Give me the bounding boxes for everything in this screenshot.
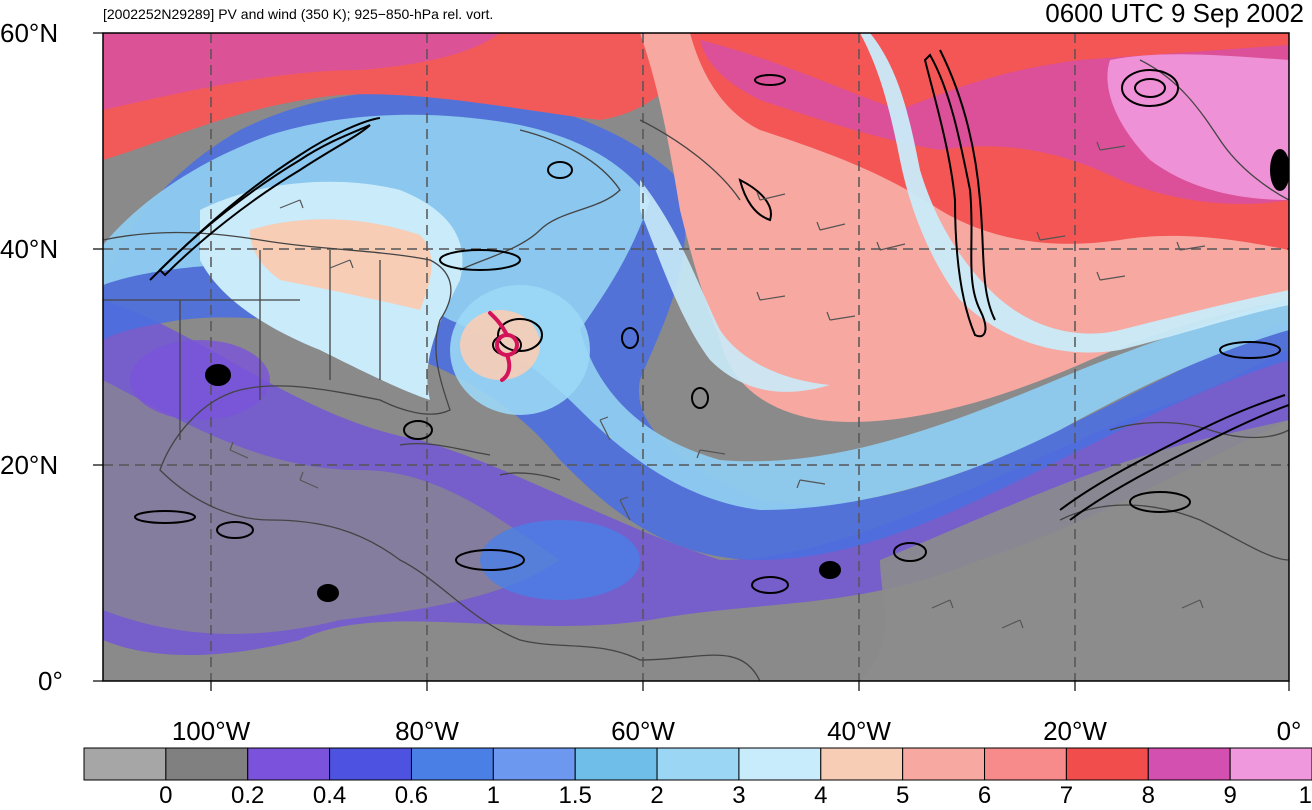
lat-label-60n: 60°N [0,18,59,48]
colorbar-label: 5 [895,782,910,809]
colorbar-label: 0 [159,782,173,809]
colorbar-swatch [656,747,740,781]
map-frame [102,32,1290,682]
colorbar-swatch [984,747,1067,781]
colorbar-label: 0.4 [312,782,347,809]
colorbar-swatch [820,747,904,781]
colorbar-label: 3 [732,782,746,809]
lon-label-60w: 60°W [611,716,675,746]
colorbar-label: 8 [1141,782,1155,809]
colorbar-swatch [247,747,331,781]
colorbar-label: 9 [1223,782,1237,809]
colorbar-swatch [492,747,576,781]
colorbar-label: 10 [1298,782,1312,809]
map-subtitle: [2002252N29289] PV and wind (350 K); 925… [103,6,494,22]
colorbar-swatch [574,747,658,781]
graticule [103,33,1289,681]
colorbar-swatch [1065,747,1149,781]
pv-field [103,33,1289,681]
colorbar-swatch [83,747,167,781]
coastlines [103,59,1289,681]
colorbar-label: 1 [486,782,501,809]
vorticity-contours [134,49,1289,602]
colorbar-swatch [165,747,249,781]
colorbar-label: 7 [1059,782,1074,809]
colorbar-label: 0.6 [394,782,429,809]
colorbar-label: 4 [814,782,828,809]
axis-ticks [93,32,1290,691]
hurricane-icon [488,311,519,382]
lon-label-100w: 100°W [171,716,251,746]
colorbar-swatch [329,747,412,781]
colorbar-swatch [1147,747,1231,781]
lon-label-0: 0° [1276,716,1302,746]
lon-label-20w: 20°W [1043,716,1107,746]
colorbar-swatch [1229,747,1312,781]
lon-label-40w: 40°W [827,716,891,746]
colorbar-swatch [738,747,822,781]
colorbar-label: 6 [977,782,992,809]
valid-time: 0600 UTC 9 Sep 2002 [1045,0,1304,28]
lat-label-40n: 40°N [0,234,59,264]
colorbar-label: 0.2 [231,782,265,809]
lat-label-0: 0° [38,666,63,696]
colorbar-swatch [410,747,494,781]
wind-barbs [229,141,1206,629]
lat-label-20n: 20°N [0,450,59,480]
colorbar-label: 2 [650,782,664,809]
lon-label-80w: 80°W [395,716,459,746]
colorbar-swatch [902,747,986,781]
colorbar-label: 1.5 [558,782,592,809]
